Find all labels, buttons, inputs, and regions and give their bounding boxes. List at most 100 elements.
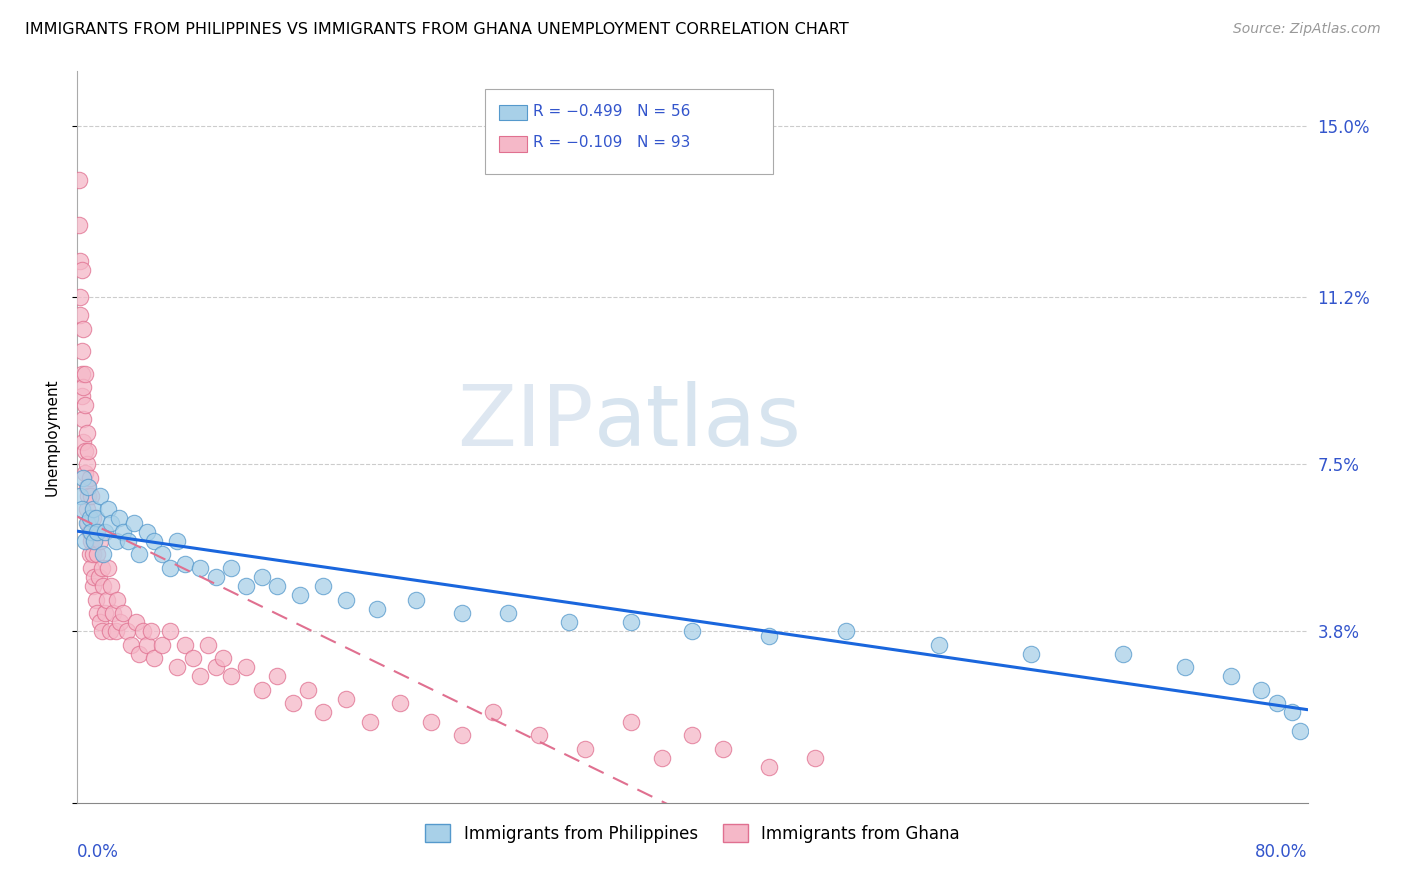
Point <box>112 606 135 620</box>
Point <box>166 533 188 548</box>
Point <box>73 533 96 548</box>
Point <box>72 471 94 485</box>
Point <box>80 533 103 548</box>
Point <box>67 218 90 232</box>
Point <box>450 728 472 742</box>
Point <box>250 570 273 584</box>
Point <box>72 434 94 449</box>
Point <box>70 263 93 277</box>
Point <box>135 524 157 539</box>
Point <box>105 592 128 607</box>
Point <box>94 606 117 620</box>
Point <box>77 443 100 458</box>
Point <box>82 511 104 525</box>
Point <box>132 624 155 639</box>
Point <box>82 502 104 516</box>
Point <box>79 548 101 562</box>
Point <box>266 669 288 683</box>
Point <box>120 638 142 652</box>
Point <box>77 480 100 494</box>
Point <box>312 706 335 720</box>
Point <box>335 592 357 607</box>
Point <box>405 592 427 607</box>
Point <box>359 714 381 729</box>
Point <box>1019 647 1042 661</box>
Point <box>389 697 412 711</box>
Point <box>67 172 90 186</box>
Point <box>72 322 94 336</box>
Point <box>97 561 120 575</box>
Point <box>80 524 103 539</box>
Text: IMMIGRANTS FROM PHILIPPINES VS IMMIGRANTS FROM GHANA UNEMPLOYMENT CORRELATION CH: IMMIGRANTS FROM PHILIPPINES VS IMMIGRANT… <box>25 22 849 37</box>
Point <box>312 579 335 593</box>
Point <box>90 624 114 639</box>
Point <box>128 647 150 661</box>
Point <box>174 638 197 652</box>
Point <box>122 516 145 530</box>
Point <box>620 615 643 630</box>
Point <box>128 548 150 562</box>
Point <box>1250 682 1272 697</box>
Point <box>79 524 101 539</box>
Point <box>100 516 122 530</box>
Point <box>73 443 96 458</box>
Point <box>89 489 111 503</box>
Text: 0.0%: 0.0% <box>77 843 120 861</box>
Point <box>82 579 104 593</box>
Point <box>804 750 827 764</box>
Point <box>181 651 204 665</box>
Point <box>219 669 242 683</box>
Point <box>86 548 108 562</box>
Point <box>69 308 91 322</box>
Point <box>73 367 96 381</box>
Point <box>94 524 117 539</box>
Point <box>174 557 197 571</box>
Point <box>212 651 235 665</box>
Point <box>82 548 104 562</box>
Point <box>80 489 103 503</box>
Point <box>159 624 181 639</box>
Point <box>93 548 115 562</box>
Point <box>150 548 173 562</box>
Point <box>84 511 107 525</box>
Point <box>527 728 550 742</box>
Y-axis label: Unemployment: Unemployment <box>44 378 59 496</box>
Point <box>141 624 163 639</box>
Point <box>70 344 93 359</box>
Point <box>682 728 704 742</box>
Point <box>110 615 132 630</box>
Point <box>711 741 734 756</box>
Point <box>125 615 148 630</box>
Point <box>1289 723 1312 738</box>
Point <box>1112 647 1135 661</box>
Point <box>69 489 91 503</box>
Point <box>76 457 98 471</box>
Point <box>72 412 94 426</box>
Point <box>112 524 135 539</box>
Point <box>1265 697 1288 711</box>
Point <box>90 561 114 575</box>
Point <box>758 629 780 643</box>
Point <box>219 561 242 575</box>
Point <box>97 502 120 516</box>
Point <box>366 601 388 615</box>
Point <box>197 638 219 652</box>
Point <box>235 579 257 593</box>
Point <box>135 638 157 652</box>
Point <box>69 254 91 268</box>
Point <box>83 533 105 548</box>
Point <box>651 750 673 764</box>
Point <box>481 706 503 720</box>
Point <box>76 502 98 516</box>
Point <box>115 624 138 639</box>
Point <box>188 669 212 683</box>
Point <box>1281 706 1303 720</box>
Point <box>93 579 115 593</box>
Point <box>496 606 519 620</box>
Point <box>297 682 319 697</box>
Point <box>76 516 98 530</box>
Point <box>79 511 101 525</box>
Point <box>84 524 107 539</box>
Point <box>84 592 107 607</box>
Point <box>204 660 226 674</box>
